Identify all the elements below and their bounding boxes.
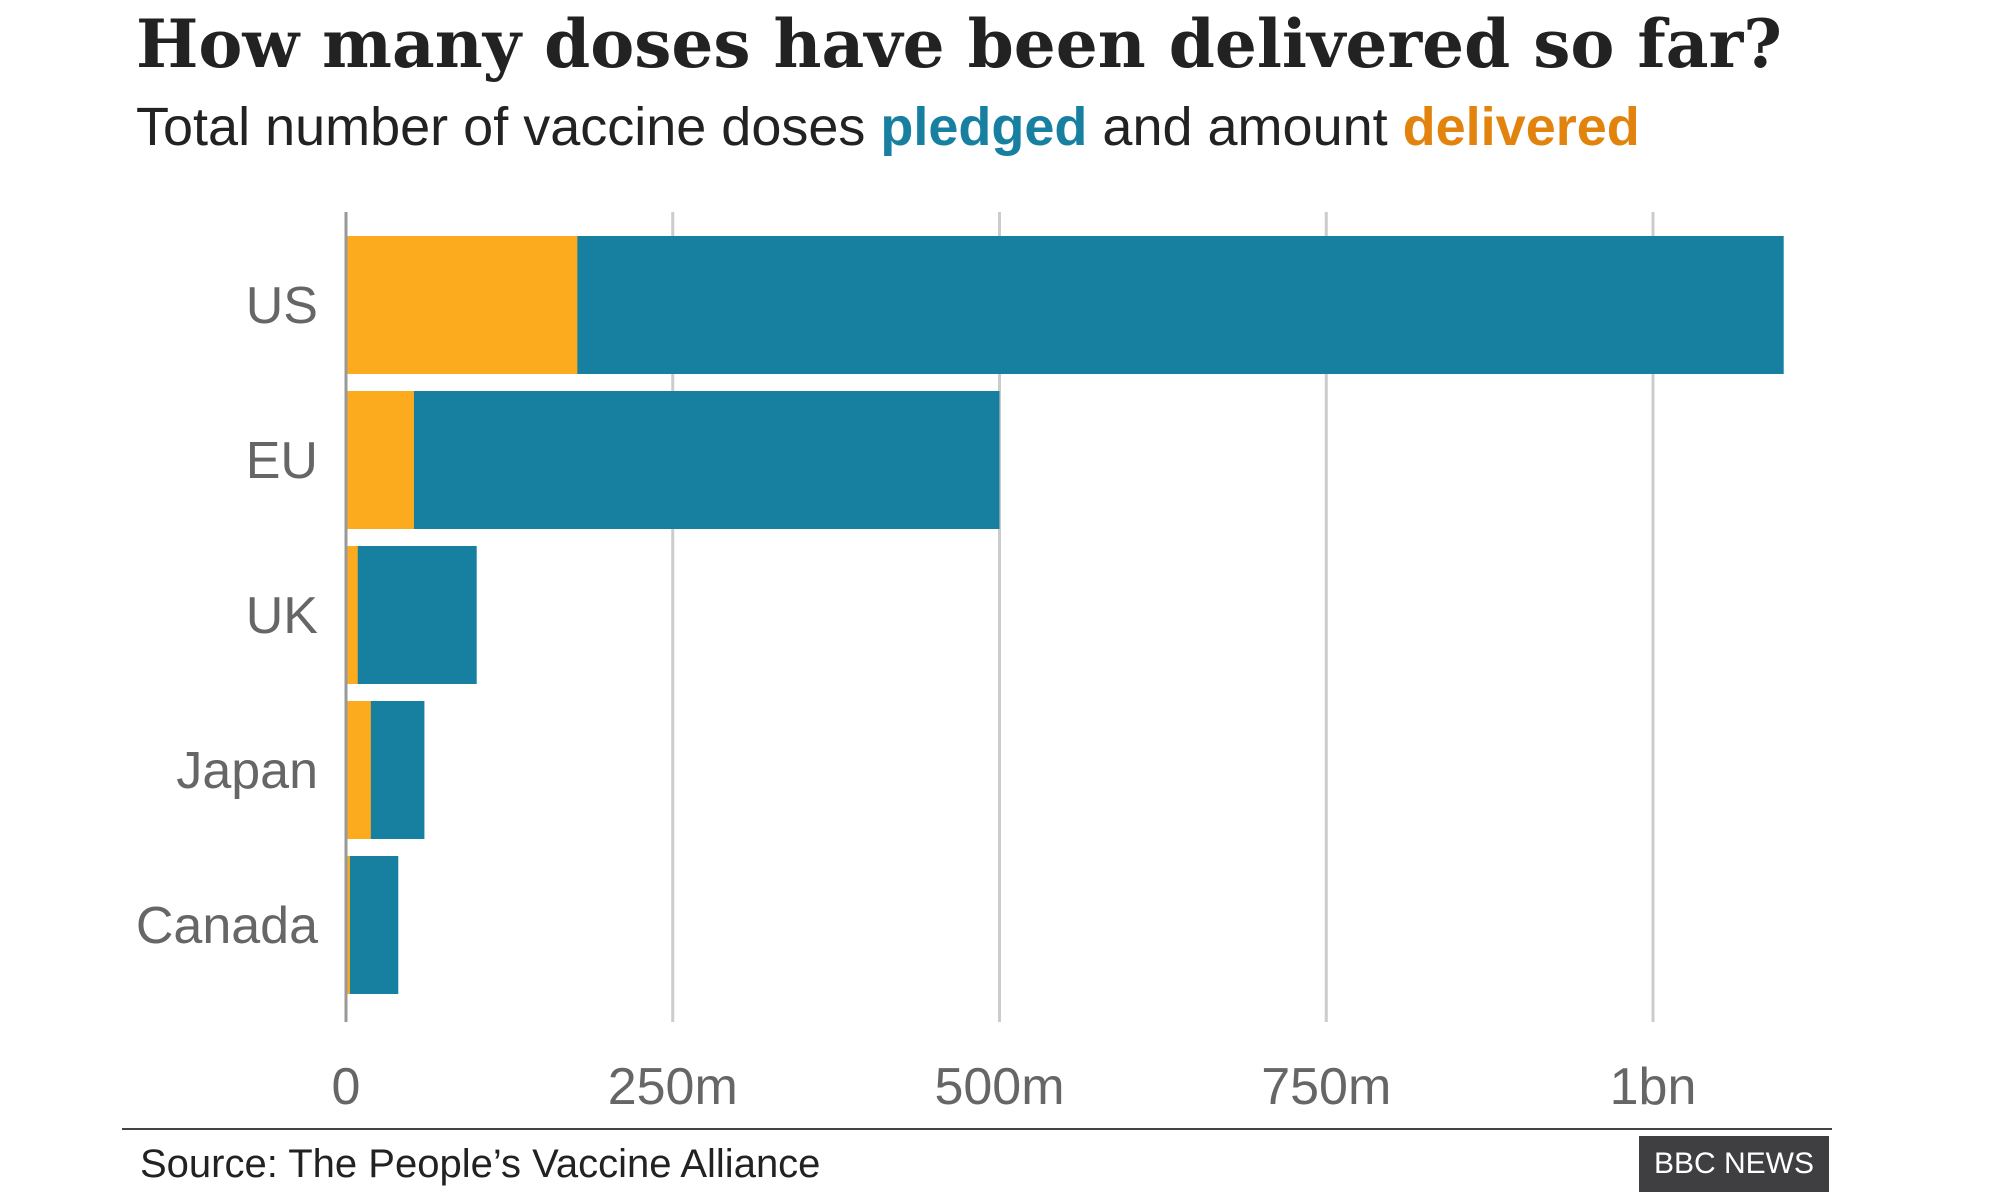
category-labels: US EU UK Japan Canada <box>136 277 318 955</box>
category-label-us: US <box>246 277 318 335</box>
category-label-japan: Japan <box>176 742 318 800</box>
tick-labels: 0 250m 500m 750m 1bn <box>332 1058 1697 1116</box>
chart-title: How many doses have been delivered so fa… <box>136 5 1782 83</box>
category-label-eu: EU <box>246 432 318 490</box>
bar-pledged-eu <box>346 391 1000 529</box>
category-label-uk: UK <box>246 587 319 645</box>
bar-delivered-japan <box>346 701 371 839</box>
bbc-news-logo: BBC NEWS <box>1639 1136 1829 1192</box>
bar-delivered-uk <box>346 546 358 684</box>
tick-label-1bn: 1bn <box>1610 1058 1697 1116</box>
subtitle-prefix: Total number of vaccine doses <box>136 97 881 157</box>
bar-pledged-uk <box>346 546 477 684</box>
footer-divider <box>122 1128 1832 1130</box>
bar-pledged-us <box>346 236 1784 374</box>
subtitle-pledged-key: pledged <box>880 97 1088 157</box>
subtitle-delivered-key: delivered <box>1402 97 1640 157</box>
tick-label-500m: 500m <box>934 1058 1064 1116</box>
tick-label-750m: 750m <box>1261 1058 1391 1116</box>
bars <box>346 236 1784 994</box>
tick-label-250m: 250m <box>608 1058 738 1116</box>
subtitle-middle: and amount <box>1087 97 1403 157</box>
source-note: Source: The People’s Vaccine Alliance <box>140 1142 821 1186</box>
bar-delivered-us <box>346 236 578 374</box>
bar-delivered-eu <box>346 391 414 529</box>
tick-label-0: 0 <box>332 1058 361 1116</box>
bar-delivered-canada <box>346 856 350 994</box>
category-label-canada: Canada <box>136 897 318 955</box>
bar-pledged-canada <box>346 856 399 994</box>
chart-subtitle: Total number of vaccine doses pledged an… <box>136 94 1640 160</box>
